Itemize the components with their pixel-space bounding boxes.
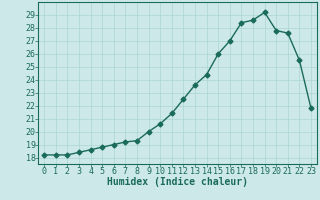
X-axis label: Humidex (Indice chaleur): Humidex (Indice chaleur) [107, 177, 248, 187]
